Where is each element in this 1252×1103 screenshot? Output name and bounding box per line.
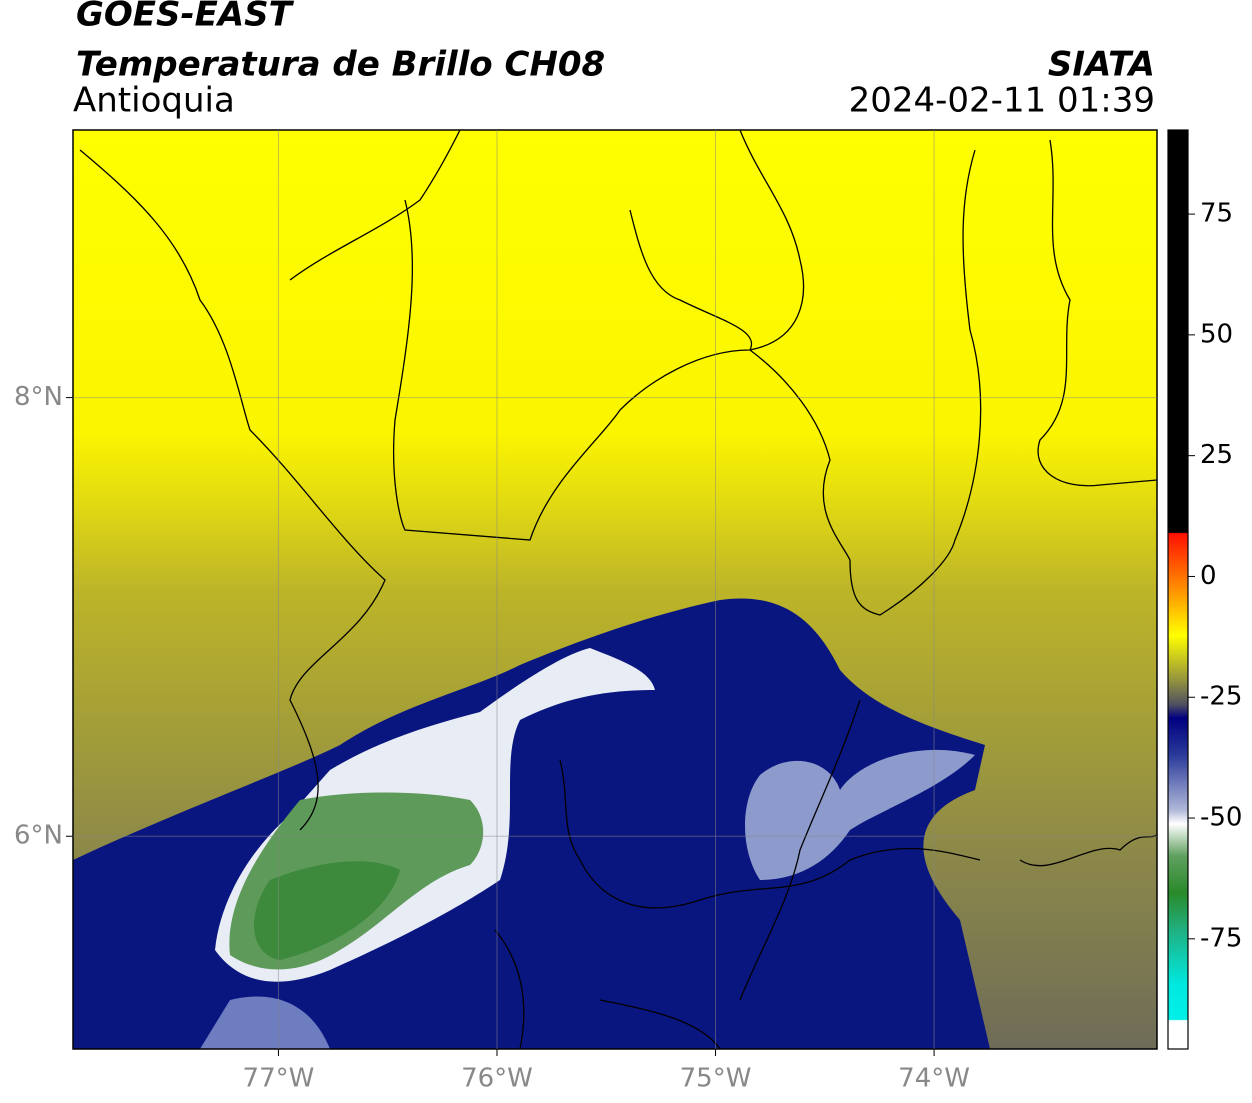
colorbar-tick-label: 75 [1200,199,1233,229]
x-tick-label: 77°W [243,1064,315,1094]
title: GOES-EAST [76,0,295,35]
satellite-image [73,130,1157,1049]
subtitle: Temperatura de Brillo CH08 [76,45,605,85]
colorbar [1167,129,1189,1050]
colorbar-tick-label: 0 [1200,561,1217,591]
colorbar-tick-label: 25 [1200,440,1233,470]
colorbar-tick-label: 50 [1200,319,1233,349]
map-frame [72,129,1158,1050]
y-tick-label: 8°N [14,382,63,412]
x-tick-label: 74°W [898,1064,970,1094]
colorbar-tick-label: -75 [1200,923,1242,953]
timestamp: 2024-02-11 01:39 [849,81,1155,121]
region: Antioquia [73,81,235,121]
y-tick-label: 6°N [14,821,63,851]
source: SIATA [1048,45,1155,85]
colorbar-tick-label: -50 [1200,803,1242,833]
colorbar-tick-label: -25 [1200,682,1242,712]
x-tick-label: 75°W [680,1064,752,1094]
x-tick-label: 76°W [461,1064,533,1094]
